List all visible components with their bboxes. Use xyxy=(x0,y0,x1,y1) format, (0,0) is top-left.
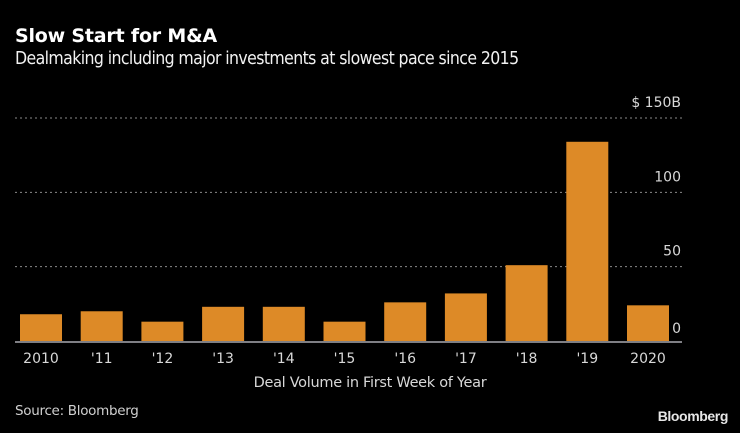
x-tick-label-18: '18 xyxy=(516,351,538,367)
x-tick-label-17: '17 xyxy=(455,351,477,367)
bar-18 xyxy=(505,265,548,341)
bar-2020 xyxy=(627,305,669,341)
y-tick-label-100: 100 xyxy=(654,169,681,185)
y-tick-label-0: 0 xyxy=(672,321,681,337)
chart-title: Slow Start for M&A xyxy=(15,25,217,47)
x-tick-label-16: '16 xyxy=(394,351,416,367)
y-tick-label-50: 50 xyxy=(663,244,681,260)
bar-12 xyxy=(141,321,184,341)
x-tick-label-12: '12 xyxy=(152,351,174,367)
x-tick-labels: 2010 '11 '12 '13 '14 '15 '16 '17 '18 '19 2020 xyxy=(23,351,666,367)
x-tick-label-11: '11 xyxy=(91,351,113,367)
bar-15 xyxy=(323,321,366,341)
x-tick-label-14: '14 xyxy=(273,351,295,367)
bar-11 xyxy=(80,311,123,341)
x-tick-label-19: '19 xyxy=(576,351,598,367)
x-tick-label-13: '13 xyxy=(212,351,234,367)
bar-14 xyxy=(262,306,305,341)
y-tick-labels: 0 50 100 $ 150B xyxy=(631,95,681,337)
x-tick-label-2020: 2020 xyxy=(630,351,666,367)
chart-subtitle: Dealmaking including major investments a… xyxy=(15,49,519,69)
bloomberg-logo: Bloomberg xyxy=(657,408,729,424)
bar-13 xyxy=(202,306,245,341)
x-tick-label-2010: 2010 xyxy=(23,351,59,367)
bars xyxy=(20,141,669,341)
bar-16 xyxy=(384,302,427,341)
bar-2010 xyxy=(20,314,62,341)
bar-17 xyxy=(444,293,487,341)
x-axis-label: Deal Volume in First Week of Year xyxy=(253,375,487,391)
source-note: Source: Bloomberg xyxy=(15,403,139,419)
bar-19 xyxy=(566,141,609,341)
y-tick-label-150: $ 150B xyxy=(631,95,681,111)
x-tick-label-15: '15 xyxy=(334,351,356,367)
